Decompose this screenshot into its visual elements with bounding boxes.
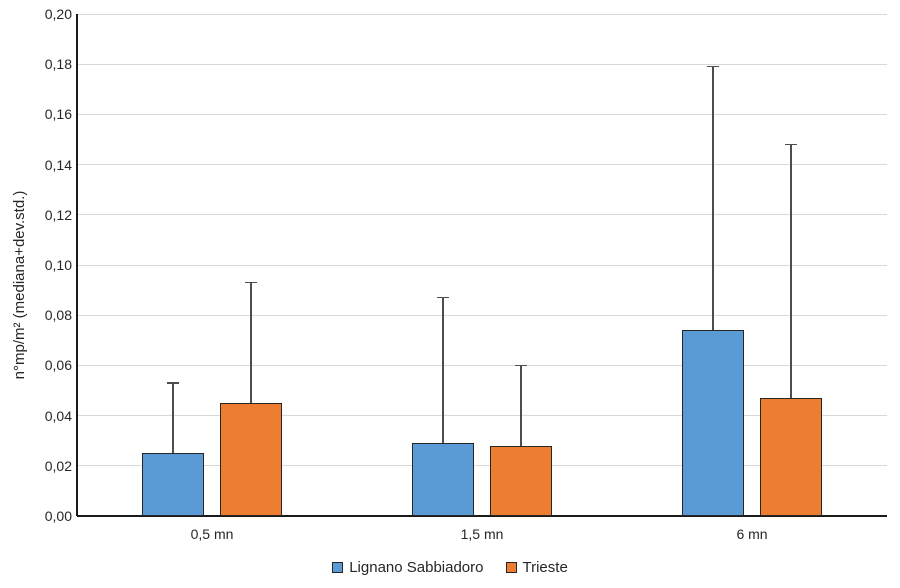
legend-swatch-trieste	[505, 561, 517, 573]
y-tick-label: 0,10	[44, 257, 72, 273]
error-bar-line	[790, 144, 792, 399]
bar-lignano-sabbiadoro-1	[412, 443, 474, 516]
error-bar-cap	[707, 65, 719, 68]
gridline	[77, 214, 887, 216]
legend-item: Trieste	[505, 558, 568, 576]
error-bar-line	[250, 282, 252, 404]
legend-swatch-lignano-sabbiadoro	[332, 561, 344, 573]
gridline	[77, 465, 887, 467]
legend-label: Lignano Sabbiadoro	[349, 558, 484, 576]
y-tick-label: 0,16	[44, 106, 72, 123]
bar-lignano-sabbiadoro-0	[142, 453, 204, 516]
gridline	[77, 63, 887, 65]
gridline	[77, 364, 887, 366]
y-tick-label: 0,08	[44, 307, 72, 324]
gridline	[77, 264, 887, 266]
y-tick-label: 0,18	[44, 56, 72, 73]
y-tick-label: 0,00	[44, 508, 72, 524]
gridline	[77, 13, 887, 15]
x-tick-label: 1,5 mn	[460, 526, 504, 542]
bar-trieste-0	[220, 403, 282, 516]
error-bar-cap	[245, 281, 257, 284]
x-tick-label: 0,5 mn	[190, 526, 234, 542]
y-tick-label: 0,12	[44, 206, 72, 223]
legend: Lignano Sabbiadoro Trieste	[0, 554, 900, 580]
legend-item: Lignano Sabbiadoro	[332, 558, 484, 576]
x-axis-line	[77, 515, 887, 517]
gridline	[77, 113, 887, 115]
y-tick-label: 0,20	[44, 6, 72, 22]
legend-label: Trieste	[522, 558, 568, 576]
error-bar-line	[712, 66, 714, 331]
error-bar-cap	[167, 382, 179, 384]
y-tick-label: 0,02	[44, 457, 72, 474]
x-tick-label: 6 mn	[736, 526, 768, 542]
y-axis-line	[76, 14, 78, 516]
bar-trieste-1	[490, 445, 552, 516]
y-axis-title: n°mp/m² (mediana+dev.std.)	[11, 190, 28, 380]
gridline	[77, 314, 887, 316]
error-bar-line	[442, 297, 444, 444]
bar-lignano-sabbiadoro-2	[682, 330, 744, 516]
error-bar-line	[520, 365, 522, 446]
y-tick-label: 0,04	[44, 407, 72, 424]
gridline	[77, 415, 887, 417]
error-bar-line	[172, 382, 174, 454]
bar-trieste-2	[760, 398, 822, 516]
y-tick-label: 0,06	[44, 357, 72, 374]
y-tick-label: 0,14	[44, 156, 72, 173]
error-bar-cap	[785, 143, 797, 146]
error-bar-cap	[515, 364, 527, 367]
error-bar-cap	[437, 296, 449, 299]
gridline	[77, 164, 887, 166]
